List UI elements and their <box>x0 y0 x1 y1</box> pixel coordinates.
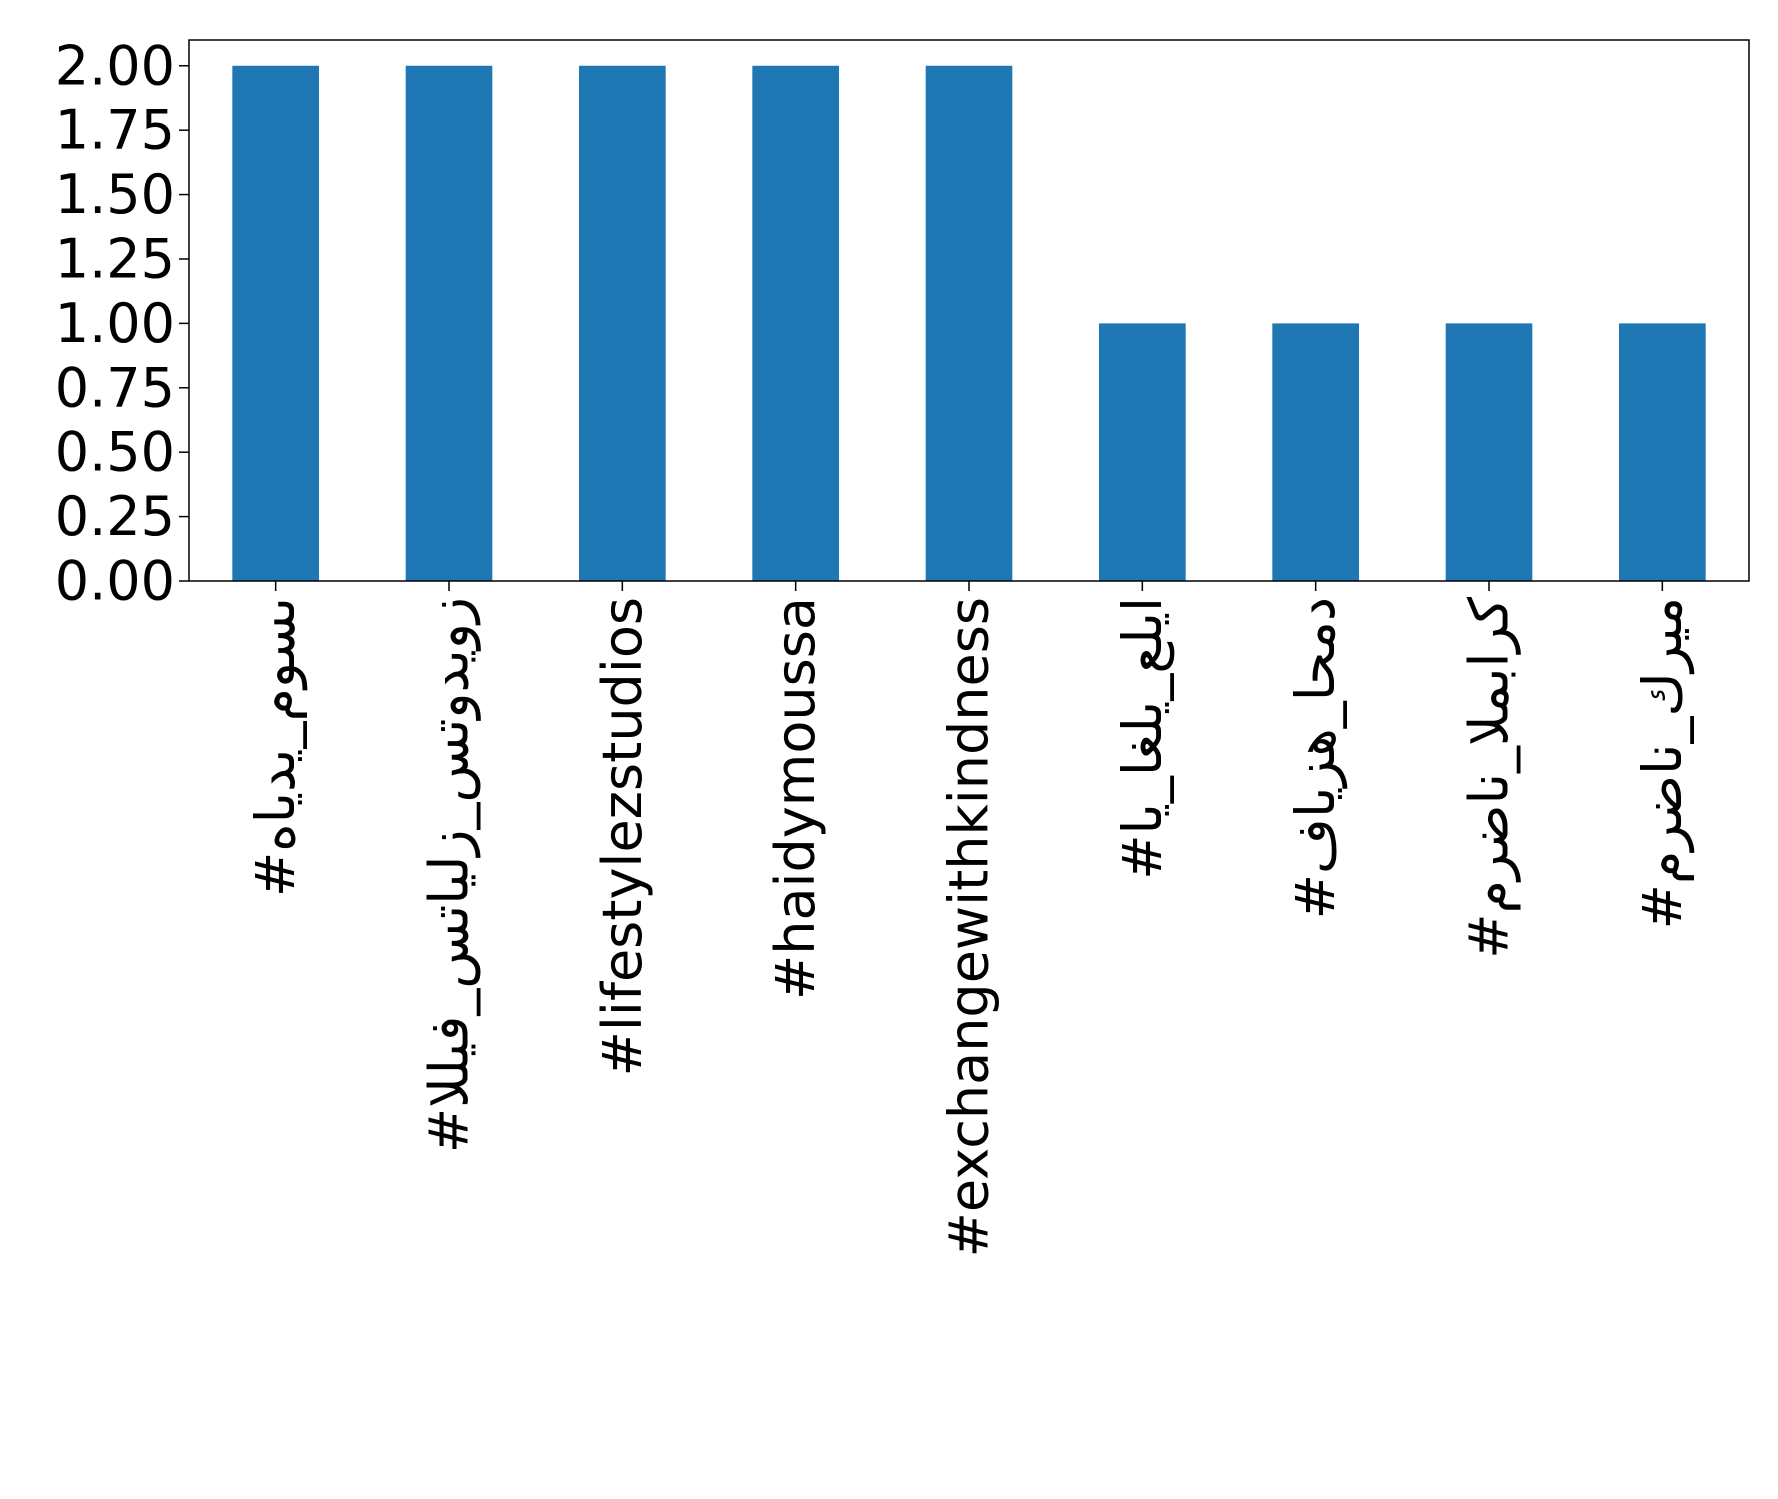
x-tick-label: #هايدي_موسى <box>244 597 307 897</box>
bar <box>925 65 1013 581</box>
x-tick-label: #مرضان_كريم <box>1631 597 1694 929</box>
bar <box>1099 323 1186 581</box>
y-tick-label: 0.50 <box>55 421 175 484</box>
x-tick-label: #اي_اغلي_عليا <box>1111 597 1175 880</box>
x-tick-label: #lifestylezstudios <box>591 597 654 1076</box>
y-tick-label: 1.50 <box>55 163 175 226</box>
bar <box>1272 323 1359 581</box>
bar <box>232 65 319 581</box>
y-tick-label: 2.00 <box>55 34 175 97</box>
x-tick-label: #مرضان_المبارك <box>1458 597 1521 959</box>
y-tick-label: 1.25 <box>55 227 175 290</box>
bar <box>579 65 666 581</box>
y-tick-label: 0.75 <box>55 356 175 419</box>
bar <box>1619 323 1706 581</box>
bar <box>1445 323 1533 581</box>
bar <box>405 65 493 581</box>
x-tick-label: #haidymoussa <box>764 597 827 1000</box>
x-tick-label: #فايزه_احمد <box>1284 597 1347 919</box>
y-tick-label: 1.00 <box>55 292 175 355</box>
y-tick-label: 0.00 <box>55 550 175 613</box>
bar <box>752 65 839 581</box>
y-tick-label: 1.75 <box>55 99 175 162</box>
y-tick-label: 0.25 <box>55 485 175 548</box>
x-tick-label: #exchangewithkindness <box>938 597 1001 1257</box>
x-tick-label: #الليف_ستايلز_ستوديوز <box>418 597 481 1153</box>
plot-frame <box>188 39 1750 582</box>
